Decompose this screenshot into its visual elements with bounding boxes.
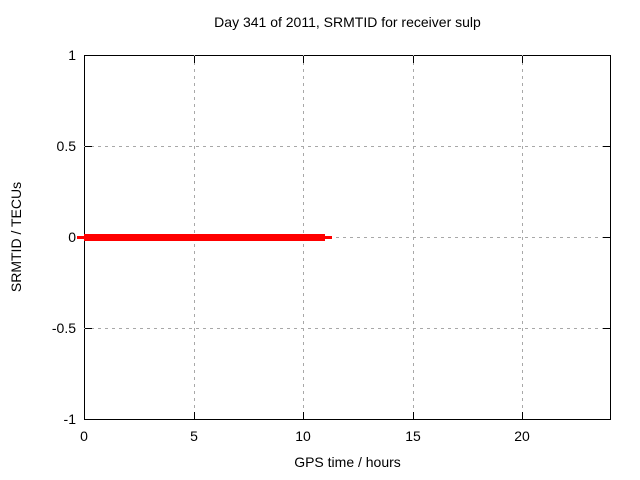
tick-mark-bottom	[522, 412, 523, 419]
tick-mark-right	[603, 55, 610, 56]
gridline-horizontal	[84, 328, 610, 329]
x-tick-label: 0	[80, 428, 88, 444]
tick-mark-bottom	[413, 412, 414, 419]
x-tick-label: 15	[405, 428, 421, 444]
data-series-endcap-right	[325, 236, 332, 239]
x-tick-label: 20	[514, 428, 530, 444]
tick-mark-top	[84, 56, 85, 63]
tick-mark-left	[85, 55, 92, 56]
tick-mark-bottom	[84, 412, 85, 419]
y-tick-label: 1	[68, 47, 76, 63]
chart-title: Day 341 of 2011, SRMTID for receiver sul…	[214, 14, 481, 30]
tick-mark-top	[413, 56, 414, 63]
tick-mark-left	[85, 419, 92, 420]
y-tick-label: -0.5	[51, 320, 76, 336]
tick-mark-right	[603, 419, 610, 420]
x-tick-label: 5	[190, 428, 198, 444]
tick-mark-right	[603, 146, 610, 147]
data-series-line	[84, 234, 325, 241]
tick-mark-left	[85, 146, 92, 147]
tick-mark-right	[603, 237, 610, 238]
tick-mark-top	[303, 56, 304, 63]
y-tick-label: 0.5	[56, 138, 76, 154]
data-series-endcap-left	[77, 236, 84, 239]
x-tick-label: 10	[295, 428, 311, 444]
tick-mark-left	[85, 328, 92, 329]
y-tick-label: -1	[63, 411, 76, 427]
tick-mark-bottom	[194, 412, 195, 419]
tick-mark-top	[522, 56, 523, 63]
y-axis-label: SRMTID / TECUs	[8, 181, 24, 293]
tick-mark-right	[603, 328, 610, 329]
tick-mark-bottom	[303, 412, 304, 419]
y-tick-label: 0	[68, 229, 76, 245]
gridline-horizontal	[84, 146, 610, 147]
gridline-horizontal	[84, 237, 610, 238]
x-axis-label: GPS time / hours	[294, 454, 401, 470]
tick-mark-top	[194, 56, 195, 63]
